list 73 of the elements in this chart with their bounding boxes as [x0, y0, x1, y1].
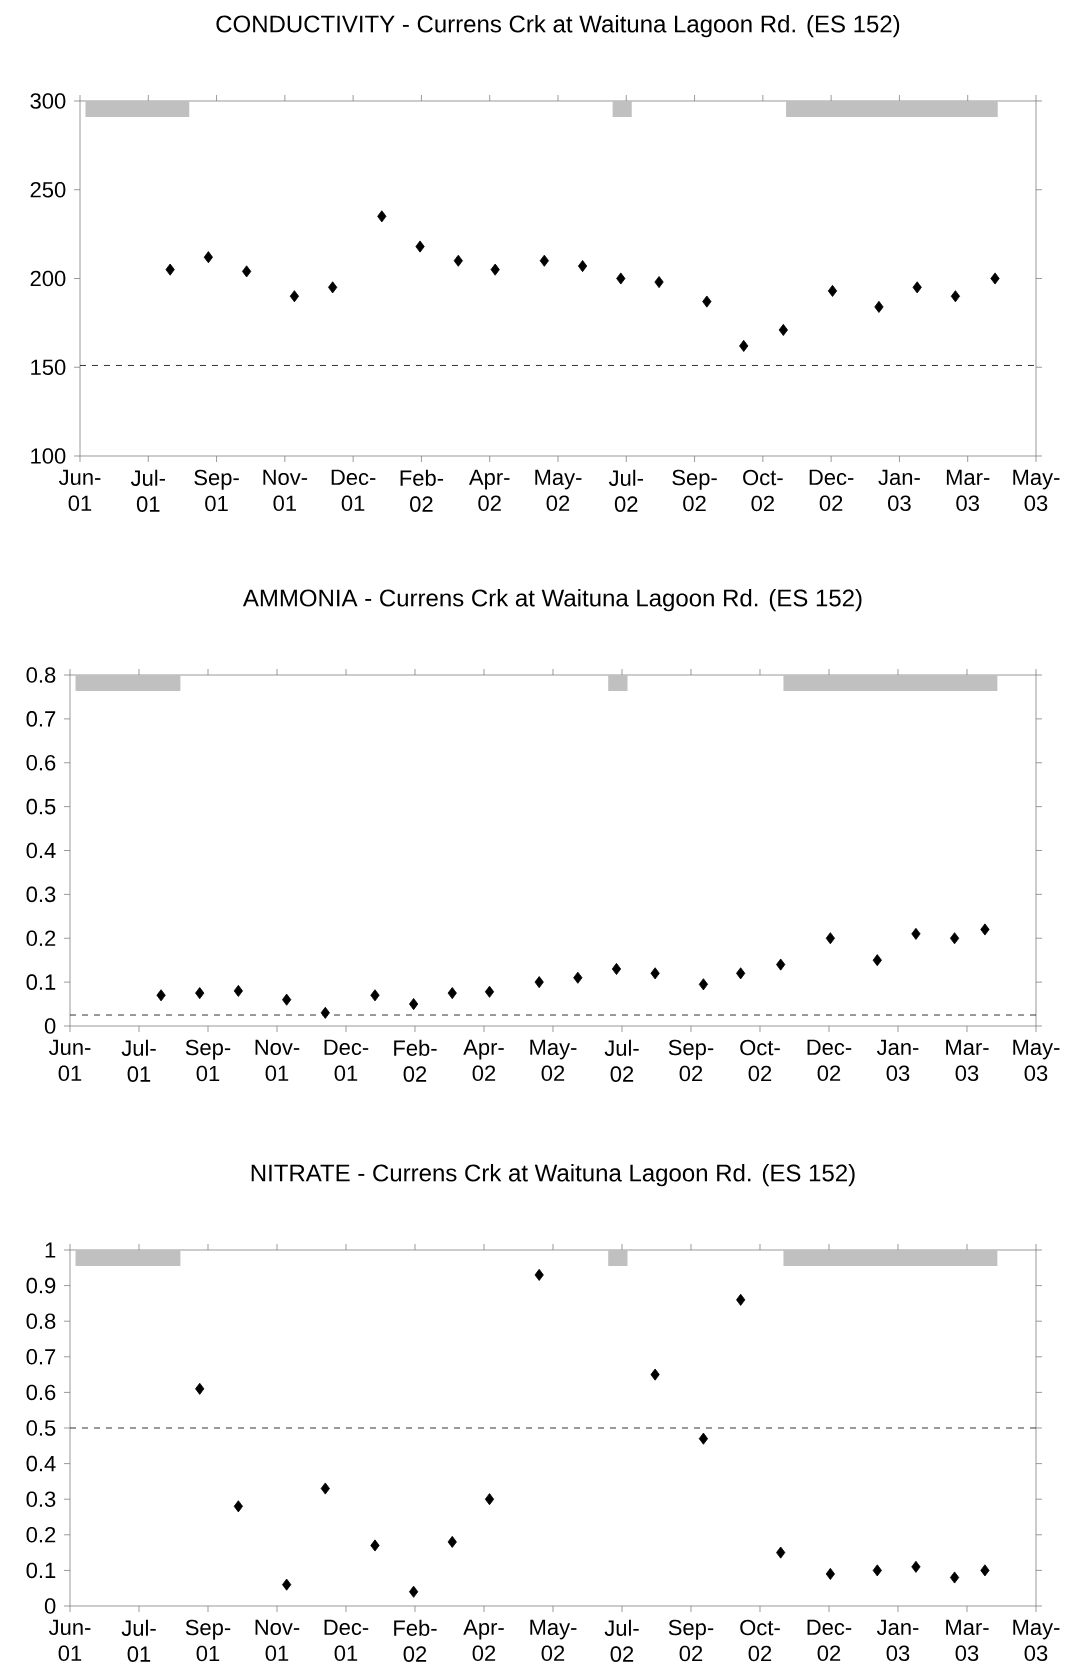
x-tick-label: Oct-02 — [740, 1619, 780, 1662]
y-tick-label: 0.7 — [26, 711, 56, 727]
y-tick-label: 0.5 — [26, 798, 56, 815]
x-tick-label: Jun-01 — [48, 1039, 91, 1082]
x-tick-label: Jan-03 — [876, 1039, 919, 1082]
y-tick-label: 150 — [31, 359, 66, 376]
x-tick-label: May-03 — [1013, 1619, 1060, 1662]
x-tick-label: Dec-02 — [807, 1039, 852, 1082]
x-tick-label: Nov-01 — [255, 1619, 300, 1662]
y-tick-label: 0.4 — [26, 1455, 56, 1472]
x-tick-label: May-03 — [1013, 1039, 1060, 1082]
x-tick-label: Sep-01 — [185, 1039, 231, 1082]
x-tick-label: Mar-03 — [946, 1039, 989, 1082]
x-tick-label: Jun-01 — [48, 1619, 91, 1662]
x-tick-label: Apr-02 — [463, 1039, 504, 1082]
y-tick-label: 1 — [45, 1242, 56, 1258]
y-tick-label: 100 — [31, 448, 66, 464]
x-tick-label: May-02 — [535, 469, 582, 512]
x-tick-label: Feb-02 — [400, 469, 444, 512]
x-tick-label: Oct-02 — [740, 1039, 780, 1082]
y-tick-label: 0.1 — [26, 1562, 56, 1579]
x-tick-label: Nov-01 — [255, 1039, 300, 1082]
x-tick-label: Sep-02 — [668, 1039, 714, 1082]
x-tick-label: Sep-01 — [185, 1619, 231, 1662]
x-tick-label: May-03 — [1013, 469, 1060, 512]
y-tick-label: 0.2 — [26, 1527, 56, 1543]
y-tick-label: 0.5 — [26, 1420, 56, 1436]
x-tick-label: Dec-01 — [331, 469, 376, 512]
chart-title: AMMONIA - Currens Crk at Waituna Lagoon Rd. (ES 152) — [242, 588, 862, 612]
x-tick-label: Sep-02 — [668, 1619, 714, 1662]
x-tick-label: Dec-02 — [807, 1619, 852, 1662]
y-tick-label: 0 — [44, 1598, 56, 1614]
y-tick-label: 250 — [30, 181, 66, 198]
y-tick-label: 0.4 — [26, 842, 56, 859]
x-tick-label: Jan-03 — [876, 1619, 919, 1662]
x-tick-label: Nov-01 — [263, 469, 308, 512]
y-tick-label: 0.3 — [26, 886, 56, 903]
x-tick-label: Mar-03 — [946, 469, 990, 512]
y-tick-label: 0.2 — [26, 930, 56, 947]
x-tick-label: Jul-02 — [604, 1619, 639, 1662]
y-tick-label: 0.6 — [26, 1384, 56, 1401]
chart-title: CONDUCTIVITY - Currens Crk at Waituna Lagoon Rd. (ES 152) — [216, 14, 900, 38]
x-tick-label: Dec-02 — [809, 469, 854, 512]
x-tick-label: Jan-03 — [878, 469, 920, 512]
y-tick-label: 200 — [30, 270, 66, 287]
x-tick-label: Feb-02 — [394, 1619, 437, 1662]
x-tick-label: Sep-02 — [672, 469, 717, 512]
y-tick-label: 0.3 — [26, 1491, 56, 1507]
y-tick-label: 0.9 — [26, 1277, 56, 1294]
x-tick-label: Jul-02 — [608, 469, 644, 512]
y-tick-label: 0.8 — [26, 1313, 56, 1329]
x-tick-label: Oct-02 — [743, 469, 783, 512]
x-tick-label: May-02 — [530, 1619, 577, 1662]
y-tick-label: 0.7 — [26, 1349, 56, 1365]
x-tick-label: Jul-01 — [130, 469, 166, 512]
x-tick-label: May-02 — [530, 1039, 577, 1082]
y-tick-label: 0.1 — [26, 974, 56, 990]
x-tick-label: Jul-01 — [121, 1619, 156, 1662]
x-tick-label: Apr-02 — [463, 1619, 504, 1662]
x-tick-label: Dec-01 — [324, 1039, 369, 1082]
chart-title: NITRATE - Currens Crk at Waituna Lagoon Rd. (ES 152) — [251, 1163, 855, 1187]
x-tick-label: Apr-02 — [468, 469, 510, 512]
x-tick-label: Feb-02 — [394, 1039, 437, 1082]
x-tick-label: Jul-01 — [121, 1039, 156, 1082]
x-tick-label: Mar-03 — [946, 1619, 989, 1662]
x-tick-label: Jun-01 — [58, 469, 101, 512]
x-tick-label: Jul-02 — [604, 1039, 639, 1082]
y-tick-label: 0 — [44, 1018, 56, 1034]
x-tick-label: Sep-01 — [194, 469, 239, 512]
x-tick-label: Dec-01 — [324, 1619, 369, 1662]
y-tick-label: 300 — [30, 93, 66, 109]
y-tick-label: 0.8 — [26, 667, 56, 683]
y-tick-label: 0.6 — [26, 754, 56, 771]
